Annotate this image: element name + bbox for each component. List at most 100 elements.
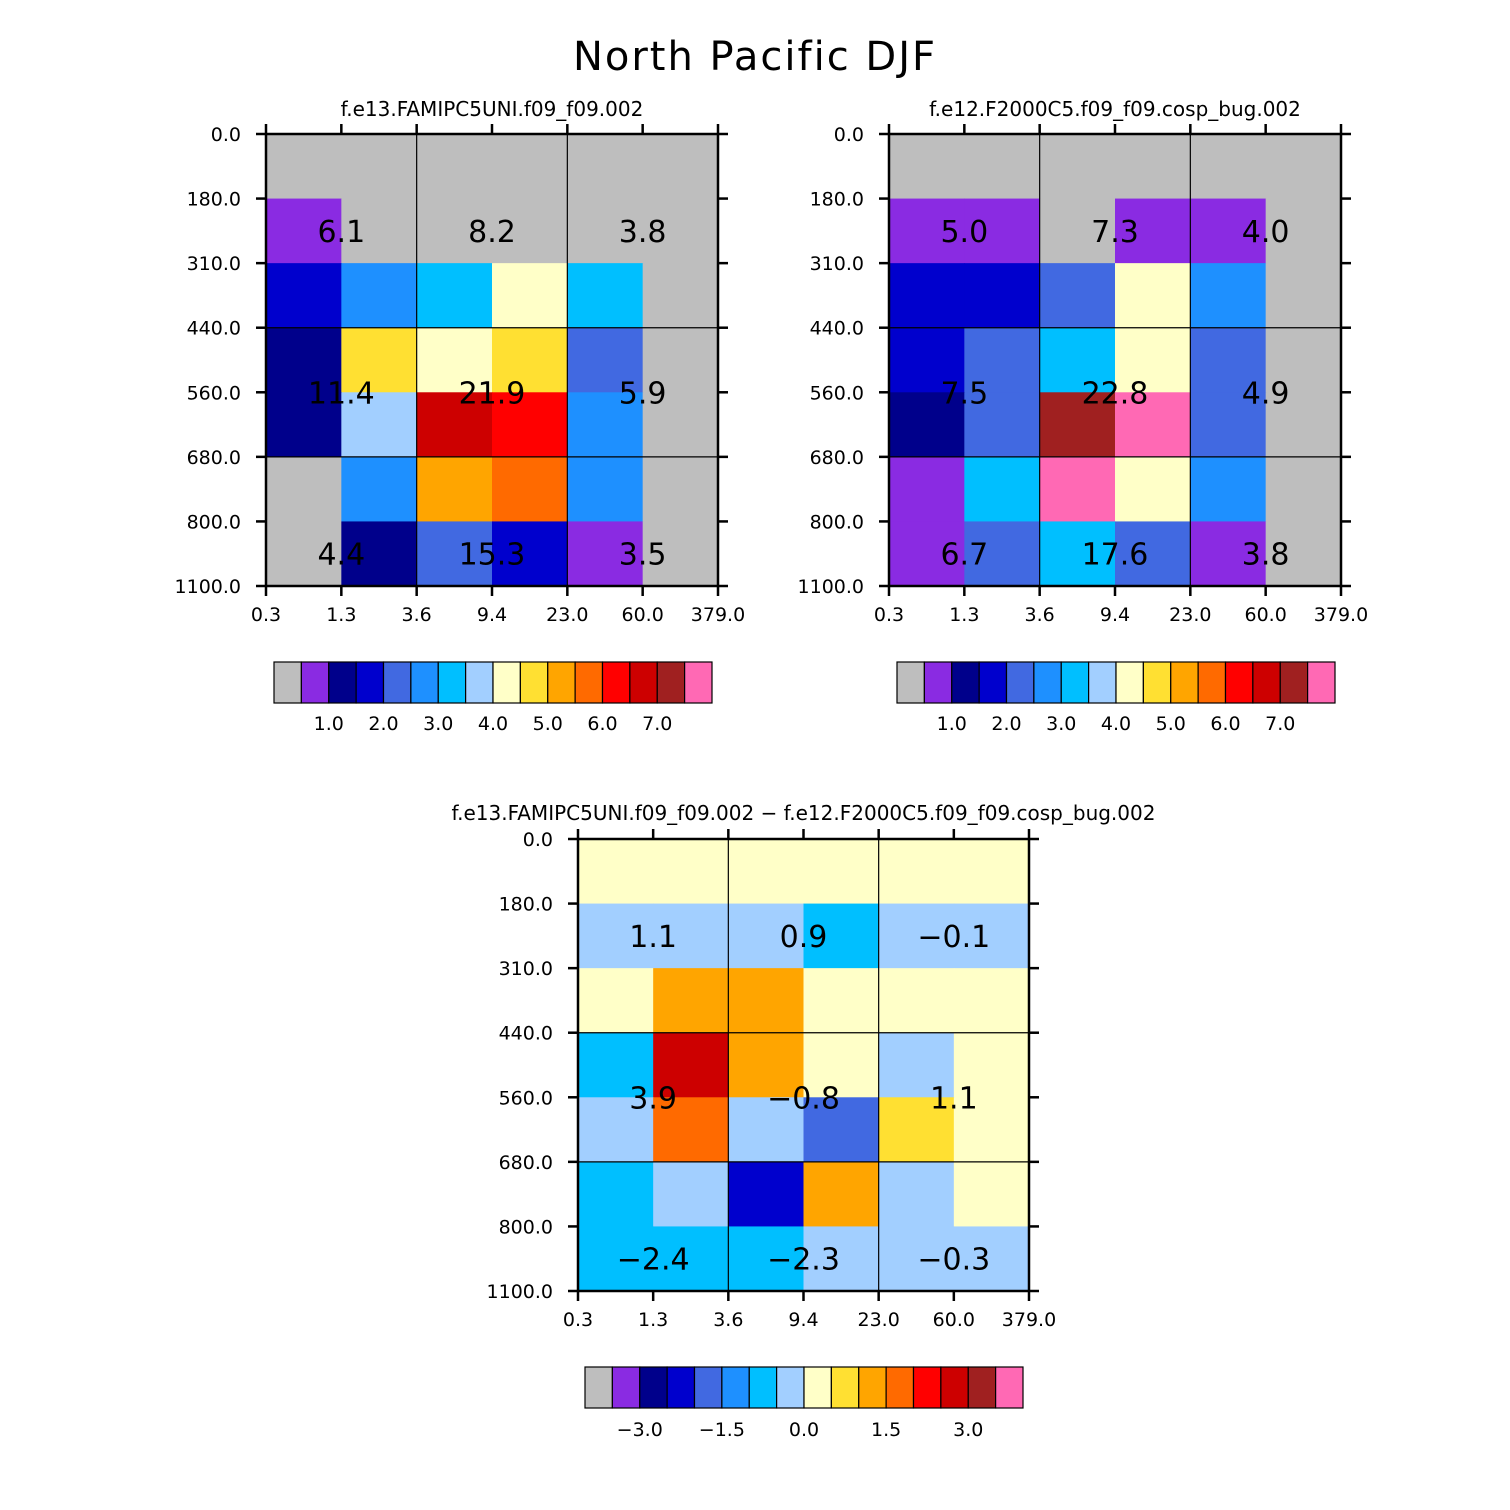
heatmap-cell: [266, 327, 342, 393]
heatmap-cell: [341, 456, 418, 523]
colorbar-label: 4.0: [478, 713, 508, 735]
colorbar-swatch: [601, 661, 631, 704]
heatmap-cell: [567, 456, 644, 523]
colorbar-swatch: [1224, 661, 1254, 704]
x-tick-label: 3.6: [1025, 604, 1055, 626]
x-tick-label: 23.0: [546, 604, 588, 626]
colorbar-label: 6.0: [587, 713, 617, 735]
colorbar-swatch: [1005, 661, 1035, 704]
colorbar-swatch: [693, 1366, 723, 1409]
panel-diff: f.e13.FAMIPC5UNI.f09_f09.002 − f.e12.F20…: [452, 801, 1156, 1441]
x-tick-label: 1.3: [638, 1309, 668, 1331]
colorbar-label: 3.0: [423, 713, 453, 735]
heatmap-cell: [266, 134, 342, 200]
colorbar-swatch: [967, 1366, 997, 1409]
colorbar-swatch: [1279, 661, 1309, 704]
y-tick-label: 310.0: [810, 253, 864, 275]
heatmap-cell: [341, 263, 418, 329]
heatmap-cell: [1039, 198, 1116, 264]
heatmap-cell: [1039, 521, 1116, 587]
heatmap-cell: [803, 1032, 880, 1098]
colorbar-label: 1.0: [314, 713, 344, 735]
heatmap-cell: [878, 1097, 955, 1163]
y-tick-label: 680.0: [810, 447, 864, 469]
heatmap-cell: [1265, 392, 1342, 458]
heatmap-cell: [878, 1226, 955, 1292]
cell-annotation: 4.9: [1242, 376, 1290, 411]
heatmap-cell: [1115, 392, 1191, 458]
colorbar-swatch: [656, 661, 686, 704]
cell-annotation: 4.0: [1242, 215, 1290, 250]
heatmap-cell: [578, 1097, 654, 1163]
heatmap-cell: [416, 392, 493, 458]
colorbar-swatch: [1142, 661, 1172, 704]
heatmap-cell: [1115, 134, 1191, 200]
heatmap-cell: [567, 392, 644, 458]
x-tick-label: 379.0: [691, 604, 745, 626]
x-tick-label: 0.3: [563, 1309, 593, 1331]
cell-annotation: −0.3: [917, 1243, 990, 1278]
heatmap-cell: [953, 1032, 1030, 1098]
colorbar-swatch: [666, 1366, 696, 1409]
colorbar-swatch: [1060, 661, 1090, 704]
colorbar-swatch: [803, 1366, 832, 1409]
y-tick-label: 680.0: [499, 1152, 553, 1174]
heatmap-cell: [1115, 198, 1191, 264]
cell-annotation: 3.8: [619, 215, 667, 250]
colorbar-label: 0.0: [789, 1419, 819, 1441]
heatmap-cell: [1265, 134, 1342, 200]
cell-annotation: 21.9: [459, 376, 526, 411]
colorbar-swatch: [940, 1366, 969, 1409]
y-tick-label: 1100.0: [175, 576, 241, 598]
heatmap-cell: [653, 1161, 729, 1228]
heatmap-cell: [803, 1097, 880, 1163]
heatmap-cell: [567, 263, 644, 329]
heatmap-cell: [578, 903, 654, 969]
x-tick-label: 9.4: [788, 1309, 818, 1331]
heatmap-cell: [1190, 392, 1267, 458]
colorbar-label: 7.0: [642, 713, 672, 735]
x-tick-label: 0.3: [874, 604, 904, 626]
colorbar-swatch: [382, 661, 412, 704]
y-tick-label: 440.0: [810, 318, 864, 340]
colorbar-swatch: [492, 661, 521, 704]
colorbar-swatch: [519, 661, 549, 704]
cell-annotation: 3.5: [619, 538, 667, 573]
heatmap-cell: [642, 134, 719, 200]
heatmap-cell: [803, 1161, 880, 1228]
heatmap-cell: [266, 392, 342, 458]
heatmap-cell: [642, 327, 719, 393]
heatmap-cell: [889, 392, 965, 458]
heatmap-cell: [1115, 456, 1191, 523]
cell-annotation: 22.8: [1082, 376, 1149, 411]
y-tick-label: 440.0: [187, 318, 241, 340]
heatmap-cell: [878, 1161, 955, 1228]
x-tick-label: 60.0: [933, 1309, 975, 1331]
cell-annotation: 17.6: [1082, 538, 1149, 573]
y-tick-label: 560.0: [187, 382, 241, 404]
cell-annotation: 5.9: [619, 376, 667, 411]
cell-annotation: 8.2: [468, 215, 516, 250]
heatmap-cell: [889, 263, 965, 329]
colorbar-swatch: [328, 661, 357, 704]
heatmap-cell: [492, 521, 568, 587]
heatmap-cell: [878, 1032, 955, 1098]
y-tick-label: 310.0: [187, 253, 241, 275]
heatmap-cell: [341, 521, 418, 587]
cell-annotation: −0.8: [767, 1081, 840, 1116]
colorbar-label: 1.5: [871, 1419, 901, 1441]
heatmap-cell: [578, 1161, 654, 1228]
heatmap-cell: [492, 392, 568, 458]
colorbar-swatch: [584, 1366, 613, 1409]
colorbar-label: −3.0: [617, 1419, 663, 1441]
heatmap-cell: [1115, 327, 1191, 393]
colorbar-swatch: [885, 1366, 915, 1409]
colorbar-swatch: [858, 1366, 887, 1409]
heatmap-cell: [878, 968, 955, 1034]
colorbar-swatch: [355, 661, 385, 704]
heatmap-cell: [416, 198, 493, 264]
heatmap-cell: [1265, 456, 1342, 523]
colorbar-swatch: [721, 1366, 750, 1409]
heatmap-cell: [1115, 263, 1191, 329]
y-tick-label: 180.0: [187, 189, 241, 211]
